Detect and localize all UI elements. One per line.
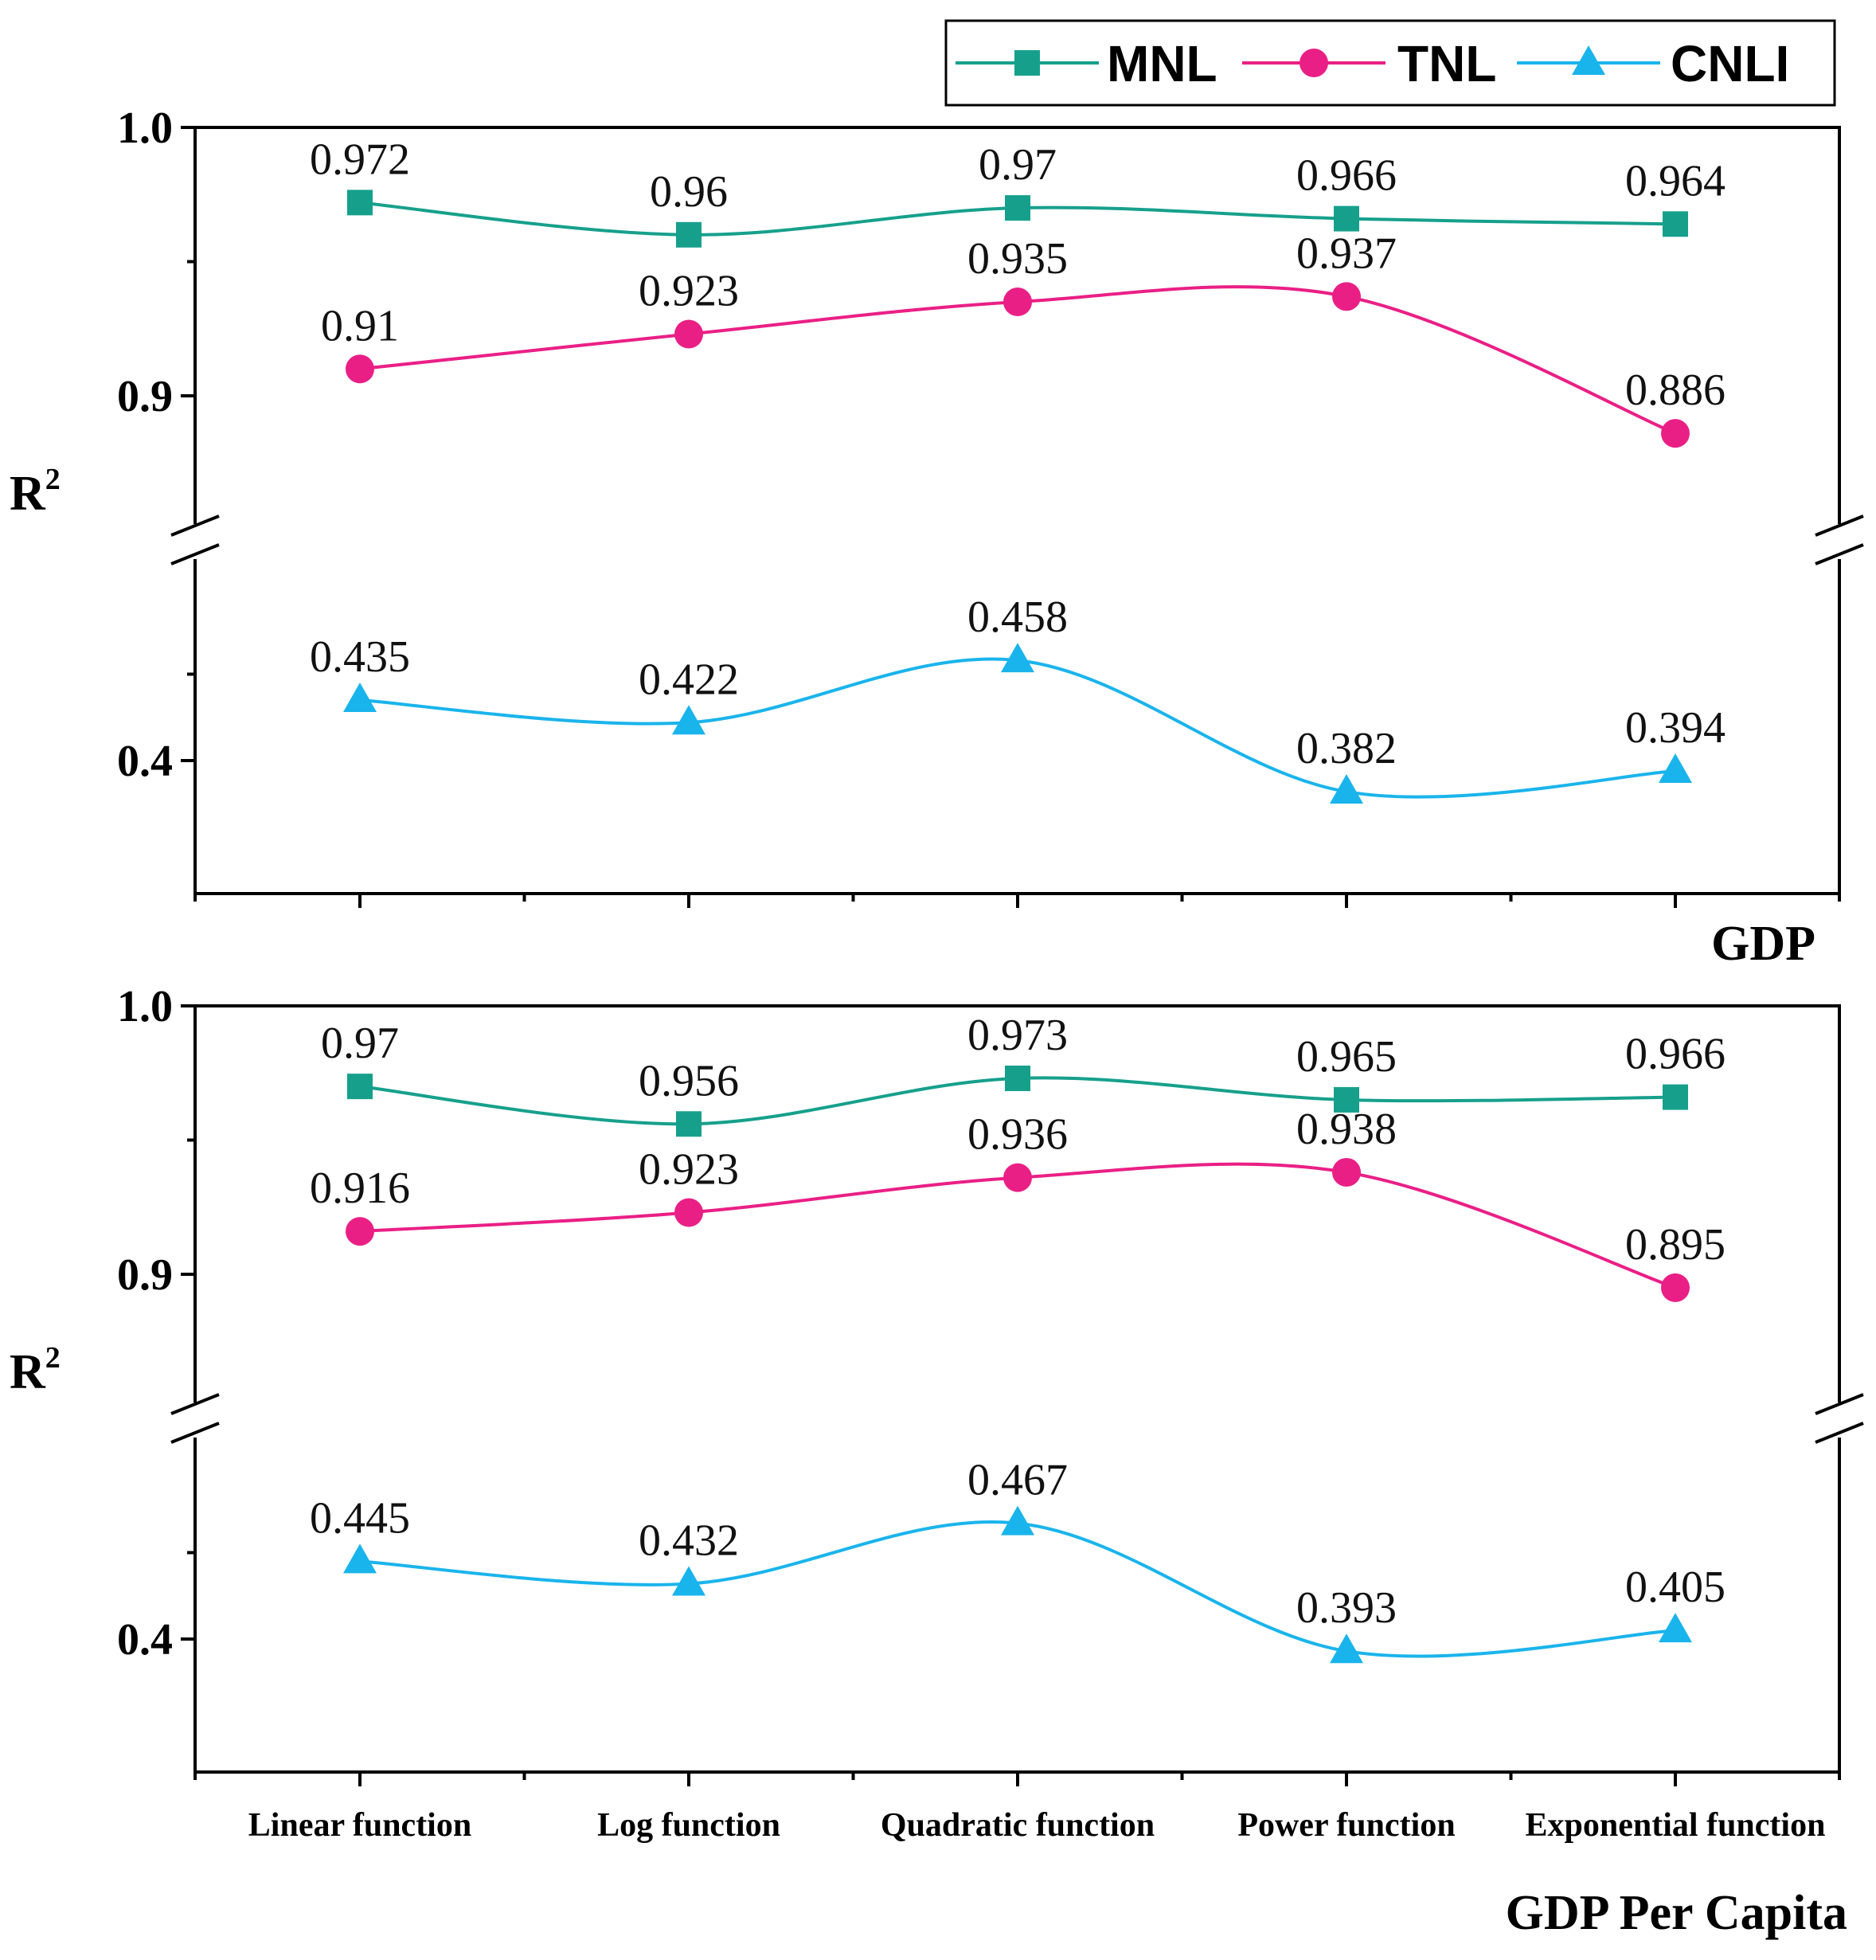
data-point <box>1332 282 1361 311</box>
data-point <box>346 1217 374 1246</box>
data-point <box>343 683 377 713</box>
data-label: 0.923 <box>639 266 739 315</box>
axis-break-right <box>1815 1393 1864 1444</box>
data-label: 0.966 <box>1296 151 1397 201</box>
legend-marker-cnli <box>1572 45 1605 75</box>
data-point <box>1334 1086 1359 1113</box>
data-label: 0.382 <box>1296 724 1397 773</box>
axis-break-left <box>170 1393 220 1444</box>
data-point <box>347 1074 373 1100</box>
data-point <box>1663 1084 1688 1110</box>
data-point <box>1003 1163 1032 1192</box>
y-axis-title: R2 <box>10 1341 61 1399</box>
series-line-cnli <box>359 657 1676 799</box>
panel-gdp-per-capita: 1.0 0.9 0.4 R2 Linear function Log function Qu… <box>10 982 1864 1940</box>
data-label: 0.393 <box>1296 1583 1397 1633</box>
data-point <box>1334 205 1359 232</box>
data-point <box>1330 1633 1363 1664</box>
data-label: 0.935 <box>967 234 1068 284</box>
data-label: 0.923 <box>639 1144 739 1194</box>
data-point <box>1661 1273 1690 1302</box>
data-label: 0.936 <box>967 1110 1068 1160</box>
data-label: 0.97 <box>979 140 1057 190</box>
series-tnl: 0.91 0.923 0.935 0.937 0.886 <box>321 229 1726 448</box>
legend-label-cnli: CNLI <box>1671 35 1789 92</box>
data-label: 0.467 <box>967 1456 1068 1505</box>
data-point <box>343 1543 377 1574</box>
x-tick-label: Quadratic function <box>881 1807 1155 1844</box>
series-cnli: 0.445 0.432 0.467 0.393 0.405 <box>310 1456 1726 1664</box>
data-label: 0.965 <box>1296 1032 1397 1082</box>
series-cnli: 0.435 0.422 0.458 0.382 0.394 <box>310 593 1726 804</box>
y-tick-label: 1.0 <box>117 982 173 1031</box>
x-tick-label: Exponential function <box>1526 1807 1826 1844</box>
data-point <box>1330 774 1363 804</box>
legend-marker-tnl <box>1300 49 1328 77</box>
data-label: 0.394 <box>1625 703 1726 753</box>
data-label: 0.937 <box>1296 229 1397 278</box>
data-label: 0.422 <box>639 655 739 704</box>
y-tick-label: 1.0 <box>117 104 173 153</box>
y-tick-label: 0.4 <box>117 1615 173 1665</box>
data-label: 0.895 <box>1625 1220 1726 1270</box>
data-point <box>674 1198 703 1227</box>
data-point <box>676 221 702 248</box>
data-point <box>1659 1613 1692 1643</box>
data-label: 0.445 <box>310 1493 410 1543</box>
data-label: 0.96 <box>650 167 728 217</box>
legend-label-tnl: TNL <box>1397 35 1496 92</box>
data-label: 0.91 <box>321 301 399 350</box>
data-label: 0.97 <box>321 1019 399 1068</box>
y-tick-label: 0.9 <box>117 372 173 421</box>
axis-break-left <box>170 514 220 565</box>
data-label: 0.886 <box>1625 366 1726 415</box>
series-mnl: 0.97 0.956 0.973 0.965 0.966 <box>321 1011 1726 1137</box>
data-point <box>347 190 373 216</box>
data-label: 0.458 <box>967 593 1068 642</box>
x-tick-label: Log function <box>597 1807 780 1844</box>
axis-break-right <box>1815 514 1864 565</box>
x-tick-label: Power function <box>1237 1807 1455 1844</box>
y-axis-title: R2 <box>10 463 61 521</box>
data-label: 0.916 <box>310 1164 410 1213</box>
data-label: 0.435 <box>310 632 410 682</box>
legend-marker-mnl <box>1014 50 1040 76</box>
x-axis-title: GDP <box>1711 917 1815 971</box>
legend: MNL TNL CNLI <box>944 19 1836 107</box>
series-tnl: 0.916 0.923 0.936 0.938 0.895 <box>310 1105 1726 1302</box>
data-label: 0.972 <box>310 135 410 184</box>
data-point <box>1663 211 1688 237</box>
data-label: 0.938 <box>1296 1105 1397 1154</box>
data-label: 0.432 <box>639 1516 739 1566</box>
data-label: 0.966 <box>1625 1030 1726 1079</box>
data-point <box>1332 1157 1361 1187</box>
data-point <box>676 1111 702 1137</box>
data-point <box>1005 1065 1030 1091</box>
data-point <box>1003 288 1032 317</box>
data-point <box>672 1566 705 1596</box>
data-label: 0.405 <box>1625 1563 1726 1612</box>
data-point <box>1659 753 1692 784</box>
data-point <box>674 319 703 349</box>
data-label: 0.973 <box>967 1011 1068 1060</box>
data-point <box>1001 643 1034 673</box>
series-mnl: 0.972 0.96 0.97 0.966 0.964 <box>310 135 1726 248</box>
data-point <box>672 705 705 735</box>
data-point <box>346 354 374 384</box>
data-label: 0.956 <box>639 1056 739 1105</box>
data-point <box>1001 1505 1034 1536</box>
x-axis-title: GDP Per Capita <box>1506 1886 1847 1940</box>
x-tick-label: Linear function <box>248 1807 471 1844</box>
series-line-cnli <box>359 1520 1676 1658</box>
data-point <box>1005 195 1030 221</box>
y-tick-label: 0.4 <box>117 737 173 786</box>
y-tick-label: 0.9 <box>117 1250 173 1300</box>
data-point <box>1661 419 1690 448</box>
data-label: 0.964 <box>1625 156 1726 205</box>
legend-label-mnl: MNL <box>1107 35 1217 92</box>
